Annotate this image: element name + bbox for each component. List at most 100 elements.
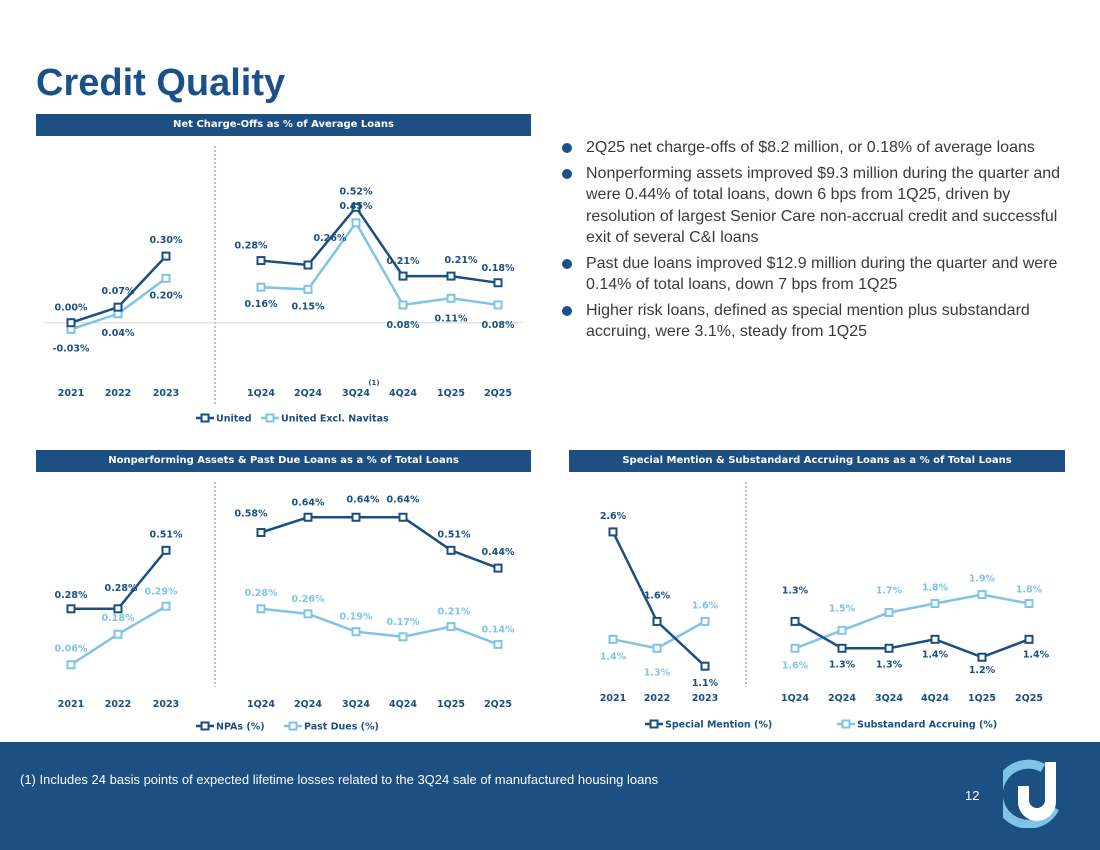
legend-marker [265,413,275,423]
bullet-dot-icon [562,258,572,269]
data-label: 0.21% [387,256,420,267]
series-line [260,516,499,570]
data-point [66,318,76,328]
legend-label: United Excl. Navitas [281,414,389,425]
x-tick-label: 2Q25 [484,388,512,399]
commentary-bullets: 2Q25 net charge-offs of $8.2 million, or… [560,137,1070,347]
data-label: 0.51% [438,529,471,540]
series-united [66,202,503,328]
data-label: 1.4% [922,649,949,660]
data-label: 0.11% [435,313,468,324]
data-label: 0.19% [340,612,373,623]
bullet-dot-icon [562,168,572,179]
data-point [652,616,662,626]
data-point [303,609,313,619]
data-label: 1.6% [692,600,719,611]
legend-label: Substandard Accruing (%) [857,720,997,731]
legend-entry: Past Dues (%) [284,721,379,733]
chart-title-npa-past-due: Nonperforming Assets & Past Due Loans as… [36,450,531,472]
data-label: 0.14% [482,624,515,635]
series-line [260,220,499,307]
footnote-marker: (1) [368,379,379,387]
legend-entry: Substandard Accruing (%) [837,719,997,731]
series-line [794,620,1030,659]
data-label: -0.03% [53,343,90,354]
data-label: 0.28% [245,588,278,599]
data-label: 0.26% [314,233,347,244]
legend-label: NPAs (%) [216,722,265,733]
x-tick-label: 1Q25 [437,699,465,710]
x-tick-label: 2023 [153,388,179,399]
data-label: 1.5% [829,603,856,614]
data-label: 1.6% [782,660,809,671]
data-label: 0.28% [105,583,138,594]
legend-label: Special Mention (%) [665,720,772,731]
data-label: 0.08% [387,320,420,331]
chart-title-net-charge-offs: Net Charge-Offs as % of Average Loans [36,114,531,136]
data-label: 0.15% [292,301,325,312]
x-tick-label: 3Q24 [342,699,370,710]
data-label: 0.21% [445,255,478,266]
data-point [493,639,503,649]
data-point [161,251,171,261]
data-point [446,622,456,632]
data-point [398,632,408,642]
x-tick-label: 2023 [692,693,718,704]
data-label: 1.2% [969,665,996,676]
data-label: 0.26% [292,594,325,605]
company-logo-icon [1003,759,1059,828]
data-label: 1.1% [692,678,719,689]
data-label: 1.3% [829,659,856,670]
data-point [113,604,123,614]
chart-title-special-mention: Special Mention & Substandard Accruing L… [569,450,1065,472]
data-label: 1.8% [1016,585,1043,596]
data-label: 1.9% [969,574,996,585]
data-point [351,218,361,228]
footnote: (1) Includes 24 basis points of expected… [20,772,659,787]
series-united-excl-navitas [66,218,503,334]
data-point [884,643,894,653]
series-line [260,607,499,646]
data-point [351,627,361,637]
data-label: 0.20% [150,290,183,301]
data-label: 0.07% [102,286,135,297]
data-label: 0.18% [482,263,515,274]
legend-marker [200,721,210,731]
data-label: 0.64% [347,494,380,505]
series-line [794,593,1030,650]
data-label: 1.6% [644,590,671,601]
data-label: 0.08% [482,320,515,331]
data-point [493,278,503,288]
data-point [446,271,456,281]
x-tick-label: 4Q24 [921,693,949,704]
data-label: 0.00% [55,303,88,314]
x-tick-label: 2Q24 [294,699,322,710]
data-point [351,512,361,522]
data-point [837,643,847,653]
data-label: 0.16% [245,299,278,310]
data-point [790,643,800,653]
legend-marker [841,719,851,729]
data-label: 0.64% [292,497,325,508]
data-point [700,616,710,626]
data-point [977,590,987,600]
data-point [1024,599,1034,609]
net-charge-offs-chart: 0.00% 0.07% 0.30% 0.28% 0.26% 0.52% 0.21% 0.21%… [44,146,523,425]
legend-marker [288,721,298,731]
x-tick-label: 4Q24 [389,699,417,710]
x-tick-label: 3Q24 [342,388,370,399]
data-label: 0.44% [482,547,515,558]
x-tick-label: 2023 [153,699,179,710]
data-point [66,604,76,614]
data-point [256,528,266,538]
data-point [930,599,940,609]
data-label: 0.06% [55,644,88,655]
data-label: 1.4% [600,651,627,662]
data-point [303,284,313,294]
data-label: 0.21% [438,607,471,618]
data-label: 1.3% [644,667,671,678]
data-label: 0.45% [340,201,373,212]
series-line [260,205,499,285]
data-point [608,634,618,644]
data-label: 0.28% [55,590,88,601]
